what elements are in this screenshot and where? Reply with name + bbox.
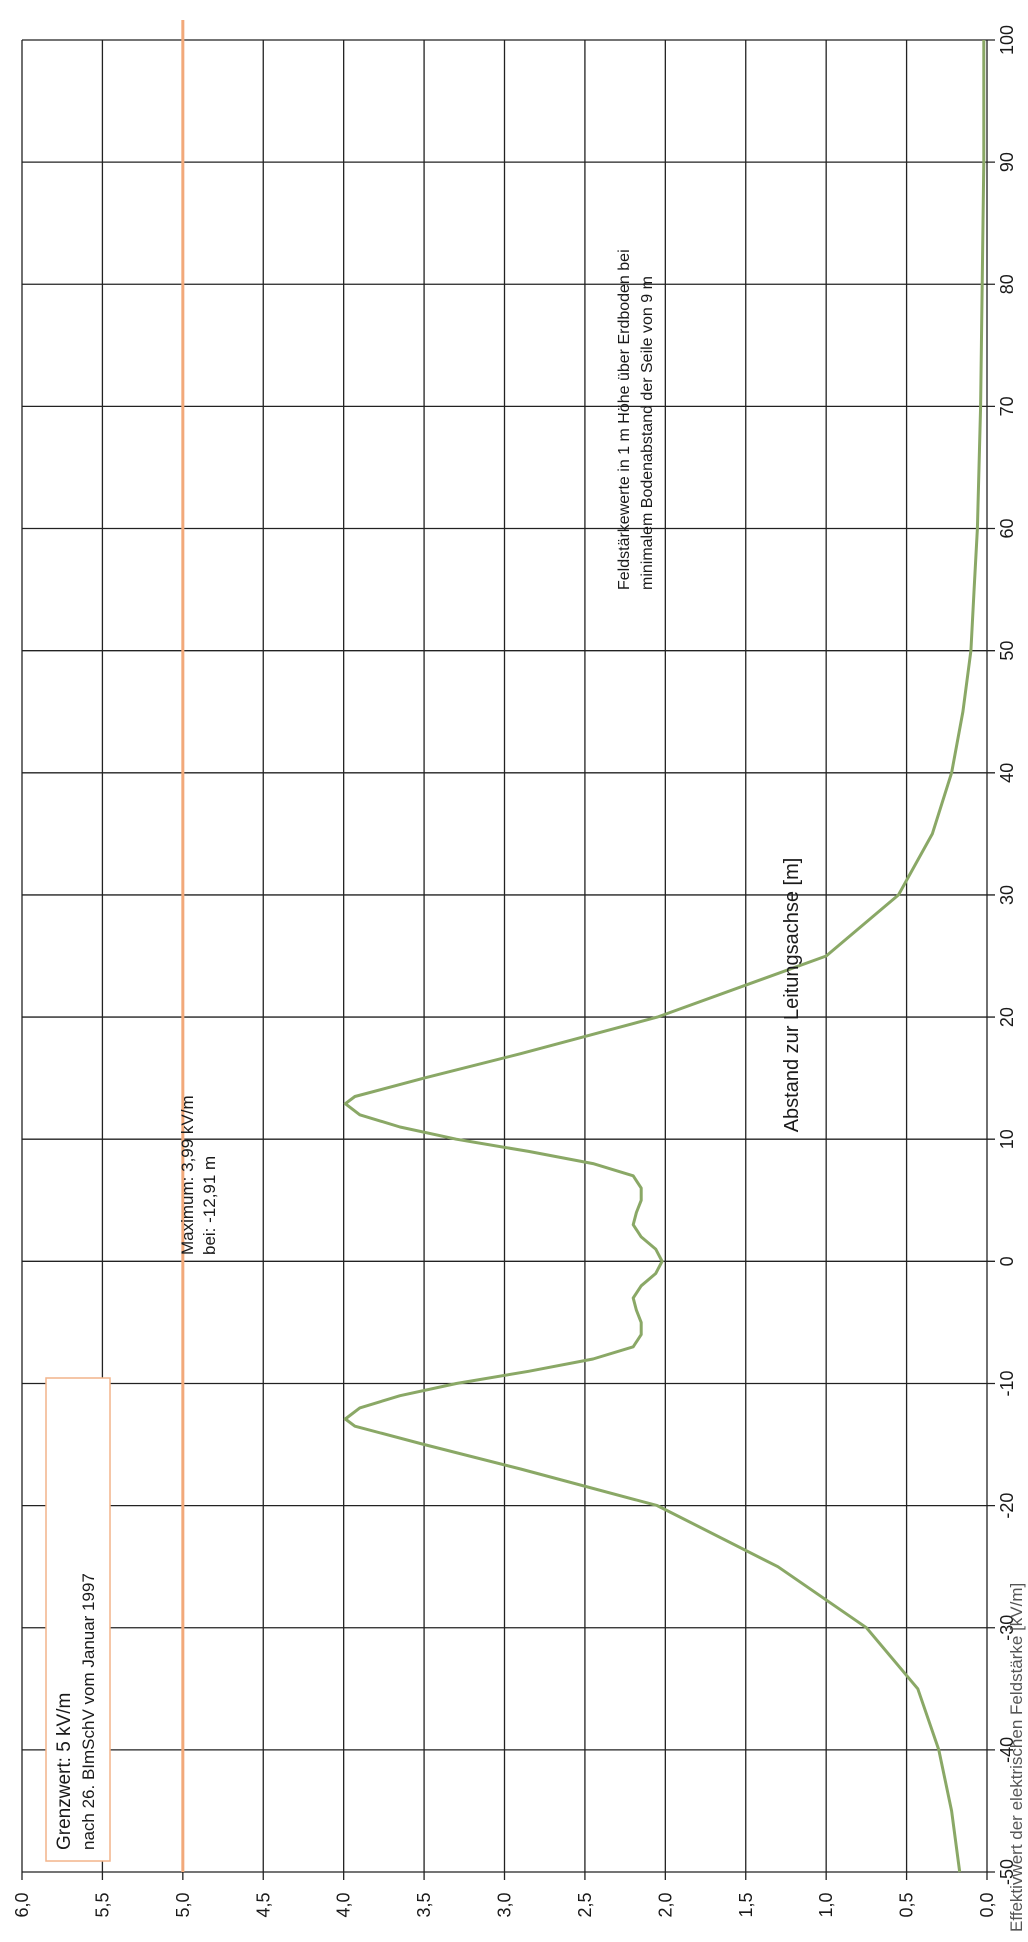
field-annotation-line2: minimalem Bodenabstand der Seile von 9 m (639, 276, 656, 590)
x-tick-label: 50 (997, 641, 1017, 661)
x-tick-label: 80 (997, 274, 1017, 294)
y-tick-label: 4,5 (253, 1892, 273, 1917)
y-axis-title: Effektivwert der elektrischen Feldstärke… (1007, 1583, 1026, 1932)
x-tick-label: 90 (997, 152, 1017, 172)
limit-annotation-line2: nach 26. BImSchV vom Januar 1997 (79, 1573, 98, 1850)
limit-annotation-box (45, 1377, 111, 1862)
limit-annotation-line1: Grenzwert: 5 kV/m (54, 1693, 75, 1850)
x-tick-label: 40 (997, 763, 1017, 783)
x-tick-label: -20 (997, 1493, 1017, 1519)
y-tick-label: 0,0 (977, 1892, 997, 1917)
max-annotation-line1: Maximum: 3,99 kV/m (178, 1095, 197, 1255)
x-tick-label: 0 (997, 1256, 1017, 1266)
max-annotation-line2: bei: -12,91 m (200, 1156, 219, 1255)
y-tick-label: 2,5 (575, 1892, 595, 1917)
x-tick-label: 30 (997, 885, 1017, 905)
x-tick-label: 100 (997, 25, 1017, 55)
y-tick-label: 1,5 (736, 1892, 756, 1917)
y-tick-label: 4,0 (334, 1892, 354, 1917)
tick-labels: 0,0 0,5 1,0 1,5 2,0 2,5 3,0 3,5 4,0 4,5 5,0 5,5 6,0 -… (12, 25, 1017, 1918)
y-tick-label: 5,5 (92, 1892, 112, 1917)
y-tick-label: 2,0 (655, 1892, 675, 1917)
y-tick-label: 5,0 (173, 1892, 193, 1917)
x-tick-label: -10 (997, 1370, 1017, 1396)
series-line (343, 40, 986, 1873)
y-tick-label: 6,0 (12, 1892, 32, 1917)
x-tick-label: -40 (997, 1737, 1017, 1763)
y-tick-label: 1,0 (816, 1892, 836, 1917)
field-annotation-line1: Feldstärkewerte in 1 m Höhe über Erdbode… (616, 249, 633, 590)
x-tick-label: -50 (997, 1859, 1017, 1885)
x-tick-label: 70 (997, 396, 1017, 416)
grid (21, 39, 995, 1880)
y-tick-label: 3,0 (495, 1892, 515, 1917)
y-tick-label: 0,5 (897, 1892, 917, 1917)
x-axis-title: Abstand zur Leitungsachse [m] (781, 858, 803, 1133)
x-tick-label: 60 (997, 519, 1017, 539)
x-tick-label: -30 (997, 1615, 1017, 1641)
y-tick-label: 3,5 (414, 1892, 434, 1917)
x-tick-label: 10 (997, 1129, 1017, 1149)
x-tick-label: 20 (997, 1007, 1017, 1027)
